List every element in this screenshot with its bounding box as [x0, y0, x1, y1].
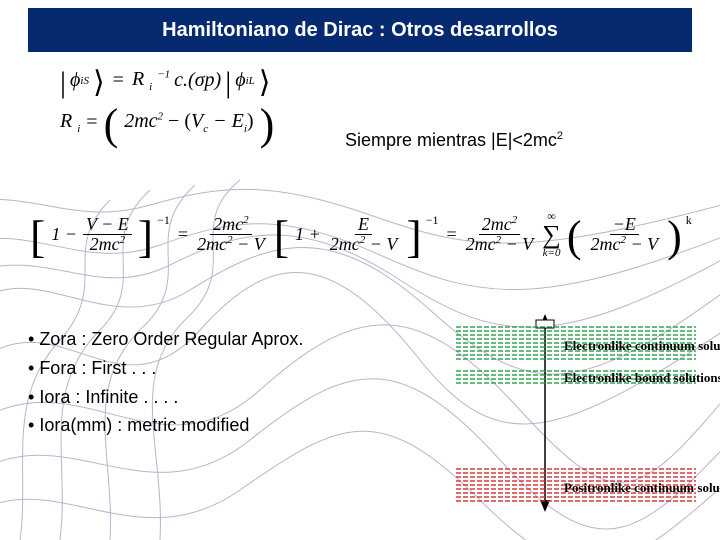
condition-text: Siempre mientras |E|<2mc2 — [345, 130, 563, 151]
bullet-item: Iora : Infinite . . . . — [28, 383, 303, 412]
equation-3: [ 1 − V − E 2mc2 ]−1 = 2mc2 2mc2 − V [ 1… — [30, 210, 694, 259]
title-bar: Hamiltoniano de Dirac : Otros desarrollo… — [28, 8, 692, 52]
eq1-phi-left: ϕ — [70, 69, 80, 92]
bullet-item: Iora(mm) : metric modified — [28, 411, 303, 440]
title-text: Hamiltoniano de Dirac : Otros desarrollo… — [162, 19, 558, 42]
bullet-list: Zora : Zero Order Regular Aprox. Fora : … — [28, 325, 303, 440]
equation-2: R i = ( 2mc2 − (Vc − Ei) ) — [60, 110, 274, 135]
diagram-label-1: Electronlike continuum solutions — [564, 338, 720, 354]
diagram-label-3: Positronlike continuum solutions — [564, 480, 720, 496]
slide-root: Hamiltoniano de Dirac : Otros desarrollo… — [0, 0, 720, 540]
energy-diagram: Electronlike continuum solutions Electro… — [456, 312, 696, 512]
diagram-label-2: Electronlike bound solutions — [564, 370, 720, 386]
equation-1: | ϕ i S ⟩ = R i −1 c.(σp) | ϕ i L ⟩ — [60, 68, 271, 93]
bullet-item: Fora : First . . . — [28, 354, 303, 383]
bullet-item: Zora : Zero Order Regular Aprox. — [28, 325, 303, 354]
